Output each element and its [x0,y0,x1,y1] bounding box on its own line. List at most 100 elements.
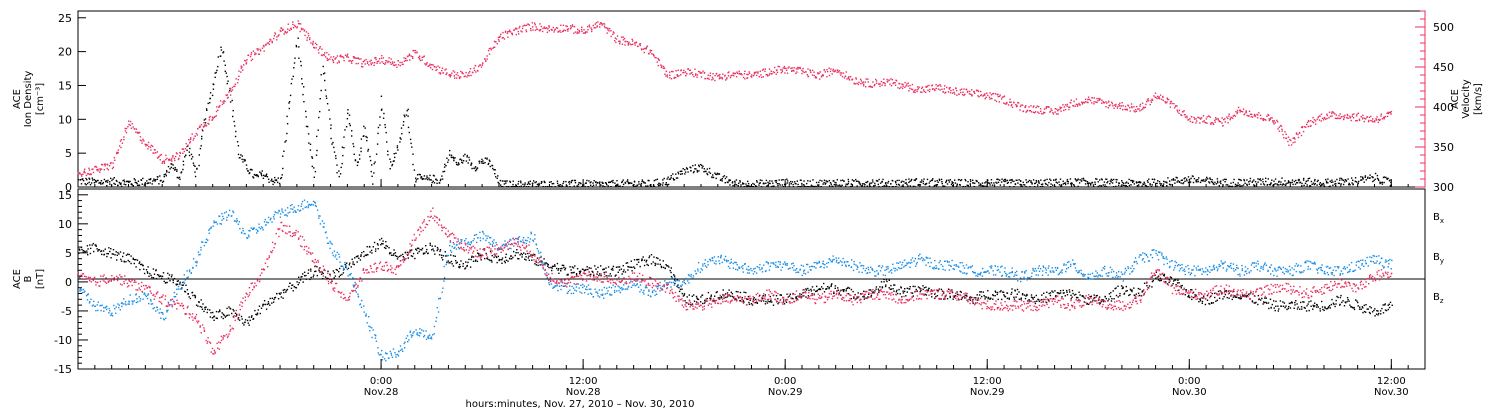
density-series-point [972,180,973,181]
velocity-series-point [725,79,726,80]
bx-series-point [123,252,124,253]
density-series-point [445,165,446,166]
density-series-point [336,164,337,165]
bx-series-point [395,252,396,253]
velocity-series-point [364,60,365,61]
density-series-point [825,182,826,183]
density-series-point [289,101,290,102]
bx-series-point [1322,309,1323,310]
velocity-series-point [736,76,737,77]
density-series-point [246,164,247,165]
velocity-series-point [553,27,554,28]
density-series-point [687,168,688,169]
velocity-series-point [666,71,667,72]
velocity-series-point [1147,99,1148,100]
bx-series-point [876,286,877,287]
bx-series-point [446,262,447,263]
bx-series-point [656,257,657,258]
density-series-point [905,179,906,180]
bx-series-point [1033,298,1034,299]
velocity-series-point [802,68,803,69]
velocity-series-point [535,24,536,25]
velocity-series-point [354,57,355,58]
velocity-series-point [1065,104,1066,105]
velocity-series-point [631,44,632,45]
density-series-point [842,180,843,181]
velocity-series-point [150,149,151,150]
bx-series-point [537,257,538,258]
velocity-series-point [719,78,720,79]
bx-series-point [981,296,982,297]
velocity-series-point [1030,105,1031,106]
bx-series-point [770,296,771,297]
density-series-point [887,182,888,183]
bx-series-point [171,276,172,277]
velocity-series-point [172,155,173,156]
density-series-point [1113,186,1114,187]
velocity-series-point [232,89,233,90]
velocity-series-point [542,28,543,29]
bx-series-point [269,305,270,306]
velocity-series-point [1025,105,1026,106]
velocity-series-point [728,71,729,72]
density-series-point [1255,181,1256,182]
bx-series-point [781,295,782,296]
velocity-series-point [140,140,141,141]
density-series-point [930,181,931,182]
density-series-point [729,184,730,185]
velocity-series-point [547,32,548,33]
velocity-series-point [653,55,654,56]
velocity-series-point [786,70,787,71]
velocity-series-point [916,91,917,92]
density-series-point [1163,181,1164,182]
velocity-series-point [850,76,851,77]
density-series-point [779,179,780,180]
bx-series-point [313,274,314,275]
density-series-point [395,153,396,154]
bx-series-point [264,300,265,301]
density-series-point [239,157,240,158]
velocity-series-point [104,165,105,166]
bx-series-point [813,289,814,290]
bx-series-point [1268,308,1269,309]
density-series-point [921,179,922,180]
density-series-point [1377,175,1378,176]
bx-series-point [870,289,871,290]
density-series-point [423,178,424,179]
bx-series-point [1079,294,1080,295]
bx-series-point [684,294,685,295]
bx-series-point [784,303,785,304]
velocity-series-point [1142,103,1143,104]
velocity-series-point [172,156,173,157]
density-series-point [1152,179,1153,180]
velocity-series-point [945,92,946,93]
density-series-point [594,180,595,181]
bx-series-point [943,292,944,293]
density-series-point [164,174,165,175]
bx-series-point [1172,283,1173,284]
velocity-series-point [989,92,990,93]
density-series-point [1217,181,1218,182]
velocity-series-point [1141,109,1142,110]
velocity-series-point [784,68,785,69]
density-series-point [390,161,391,162]
density-series-point [910,185,911,186]
velocity-series-point [189,142,190,143]
density-series-point [385,127,386,128]
velocity-series-point [716,73,717,74]
bx-series-point [574,265,575,266]
bx-series-point [1319,308,1320,309]
velocity-series-point [771,73,772,74]
velocity-series-point [525,29,526,30]
density-series-point [439,182,440,183]
density-series-point [522,184,523,185]
density-series-point [284,141,285,142]
density-series-point [475,166,476,167]
density-series-point [1288,181,1289,182]
bx-series-point [1127,290,1128,291]
velocity-series-point [437,65,438,66]
density-series-point [220,47,221,48]
density-series-point [158,183,159,184]
bx-series-point [250,320,251,321]
velocity-series-point [409,55,410,56]
